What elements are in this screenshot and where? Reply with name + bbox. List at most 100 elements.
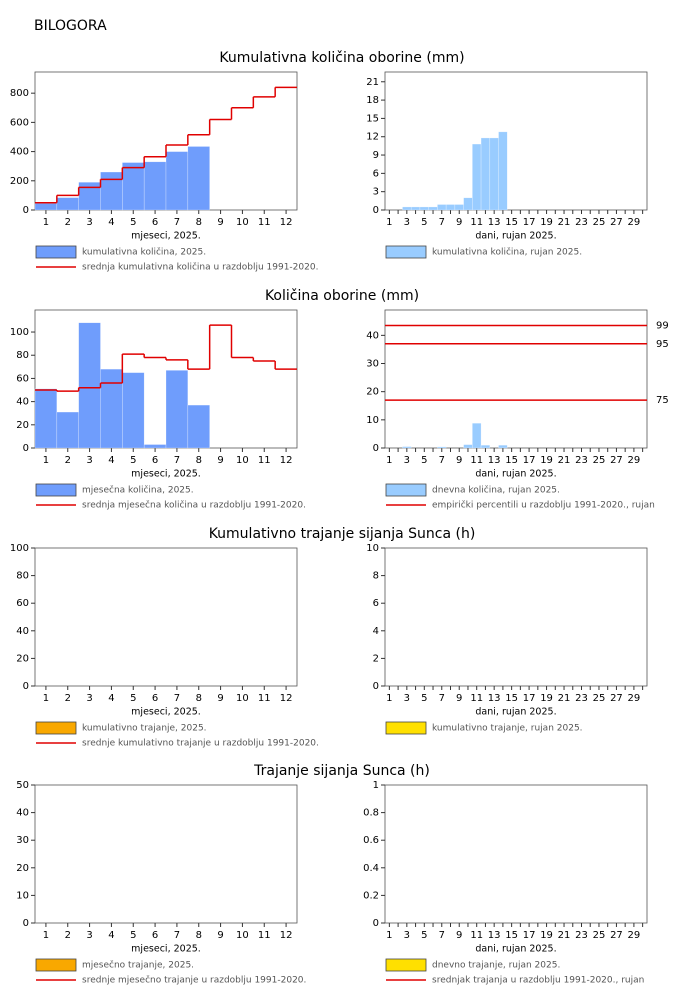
- plot-frame: [384, 784, 648, 924]
- x-tick-label: 21: [558, 217, 571, 228]
- x-tick-label: 11: [470, 693, 483, 704]
- x-tick-label: 7: [439, 930, 445, 941]
- section-title: Kumulativno trajanje sijanja Sunca (h): [209, 526, 476, 542]
- x-tick-label: 11: [470, 217, 483, 228]
- y-tick-label: 80: [16, 571, 29, 582]
- x-tick-label: 1: [43, 930, 49, 941]
- x-tick-label: 6: [152, 217, 158, 228]
- y-tick-label: 40: [16, 808, 29, 819]
- x-axis-label: dani, rujan 2025.: [475, 469, 556, 480]
- y-tick-label: 20: [16, 653, 29, 664]
- bar: [480, 137, 491, 211]
- x-tick-label: 2: [65, 217, 71, 228]
- bar: [472, 422, 482, 449]
- x-tick-label: 10: [236, 455, 249, 466]
- x-tick-label: 27: [610, 930, 623, 941]
- y-tick-label: 0: [373, 681, 379, 692]
- x-tick-label: 3: [404, 693, 410, 704]
- x-tick-label: 6: [152, 455, 158, 466]
- y-tick-label: 0.2: [363, 890, 379, 901]
- legend-label: srednja kumulativna količina u razdoblju…: [82, 262, 318, 273]
- x-tick-label: 5: [421, 455, 427, 466]
- percentile-label: 95: [656, 339, 669, 350]
- y-tick-label: 18: [366, 95, 379, 106]
- x-tick-label: 1: [386, 217, 392, 228]
- y-tick-label: 40: [366, 330, 379, 341]
- x-axis-label: dani, rujan 2025.: [475, 231, 556, 242]
- bar: [498, 131, 508, 211]
- x-tick-label: 4: [108, 930, 114, 941]
- section-title: Trajanje sijanja Sunca (h): [253, 763, 430, 779]
- y-tick-label: 1: [373, 780, 379, 791]
- percentile-label: 75: [656, 395, 669, 406]
- x-tick-label: 7: [174, 930, 180, 941]
- x-tick-label: 19: [540, 217, 553, 228]
- x-tick-label: 27: [610, 693, 623, 704]
- y-tick-label: 8: [373, 571, 379, 582]
- legend-label: mjesečno trajanje, 2025.: [82, 960, 194, 971]
- bar: [463, 197, 473, 211]
- x-tick-label: 13: [488, 455, 501, 466]
- x-axis-label: dani, rujan 2025.: [475, 944, 556, 955]
- y-tick-label: 60: [16, 373, 29, 384]
- y-tick-label: 0: [23, 443, 29, 454]
- x-tick-label: 3: [86, 930, 92, 941]
- bar: [78, 322, 101, 449]
- y-tick-label: 40: [16, 626, 29, 637]
- legend-swatch: [385, 483, 427, 497]
- y-tick-label: 50: [16, 780, 29, 791]
- x-tick-label: 9: [456, 217, 462, 228]
- y-tick-label: 0: [373, 443, 379, 454]
- x-tick-label: 21: [558, 930, 571, 941]
- x-tick-label: 12: [280, 930, 293, 941]
- x-tick-label: 25: [593, 455, 606, 466]
- bar: [489, 137, 499, 211]
- y-tick-label: 200: [10, 176, 29, 187]
- x-tick-label: 29: [628, 930, 641, 941]
- x-tick-label: 5: [130, 693, 136, 704]
- x-tick-label: 17: [523, 217, 536, 228]
- x-tick-label: 11: [258, 455, 271, 466]
- x-tick-label: 8: [196, 693, 202, 704]
- plot-frame: [34, 547, 298, 687]
- legend-label: kumulativna količina, 2025.: [82, 247, 206, 258]
- x-tick-label: 4: [108, 455, 114, 466]
- legend-label: srednje kumulativno trajanje u razdoblju…: [82, 739, 319, 749]
- x-tick-label: 5: [421, 693, 427, 704]
- plot-frame: [384, 71, 648, 211]
- bar: [187, 404, 210, 449]
- x-tick-label: 17: [523, 930, 536, 941]
- legend-swatch: [385, 958, 427, 972]
- bar: [165, 370, 189, 449]
- x-tick-label: 3: [86, 217, 92, 228]
- bar: [410, 206, 421, 211]
- x-tick-label: 12: [280, 455, 293, 466]
- x-tick-label: 7: [174, 217, 180, 228]
- y-tick-label: 100: [10, 543, 29, 554]
- x-tick-label: 5: [130, 455, 136, 466]
- x-tick-label: 6: [152, 693, 158, 704]
- x-tick-label: 9: [217, 455, 223, 466]
- x-tick-label: 17: [523, 693, 536, 704]
- legend-label: kumulativno trajanje, rujan 2025.: [432, 724, 583, 734]
- bar: [454, 204, 464, 211]
- legend-label: empirički percentili u razdoblju 1991-20…: [432, 500, 655, 511]
- x-tick-label: 29: [628, 693, 641, 704]
- y-tick-label: 0.6: [363, 835, 379, 846]
- x-tick-label: 1: [43, 693, 49, 704]
- x-tick-label: 1: [386, 930, 392, 941]
- x-tick-label: 23: [575, 217, 588, 228]
- y-tick-label: 0: [23, 205, 29, 216]
- x-tick-label: 27: [610, 217, 623, 228]
- x-tick-label: 15: [505, 930, 518, 941]
- x-tick-label: 1: [43, 455, 49, 466]
- x-tick-label: 29: [628, 217, 641, 228]
- y-tick-label: 6: [373, 168, 379, 179]
- legend-label: kumulativno trajanje, 2025.: [82, 724, 207, 734]
- bar: [187, 146, 210, 211]
- plot-frame: [384, 309, 648, 449]
- x-tick-label: 7: [439, 217, 445, 228]
- y-tick-label: 20: [16, 863, 29, 874]
- x-tick-label: 4: [108, 217, 114, 228]
- x-tick-label: 3: [404, 217, 410, 228]
